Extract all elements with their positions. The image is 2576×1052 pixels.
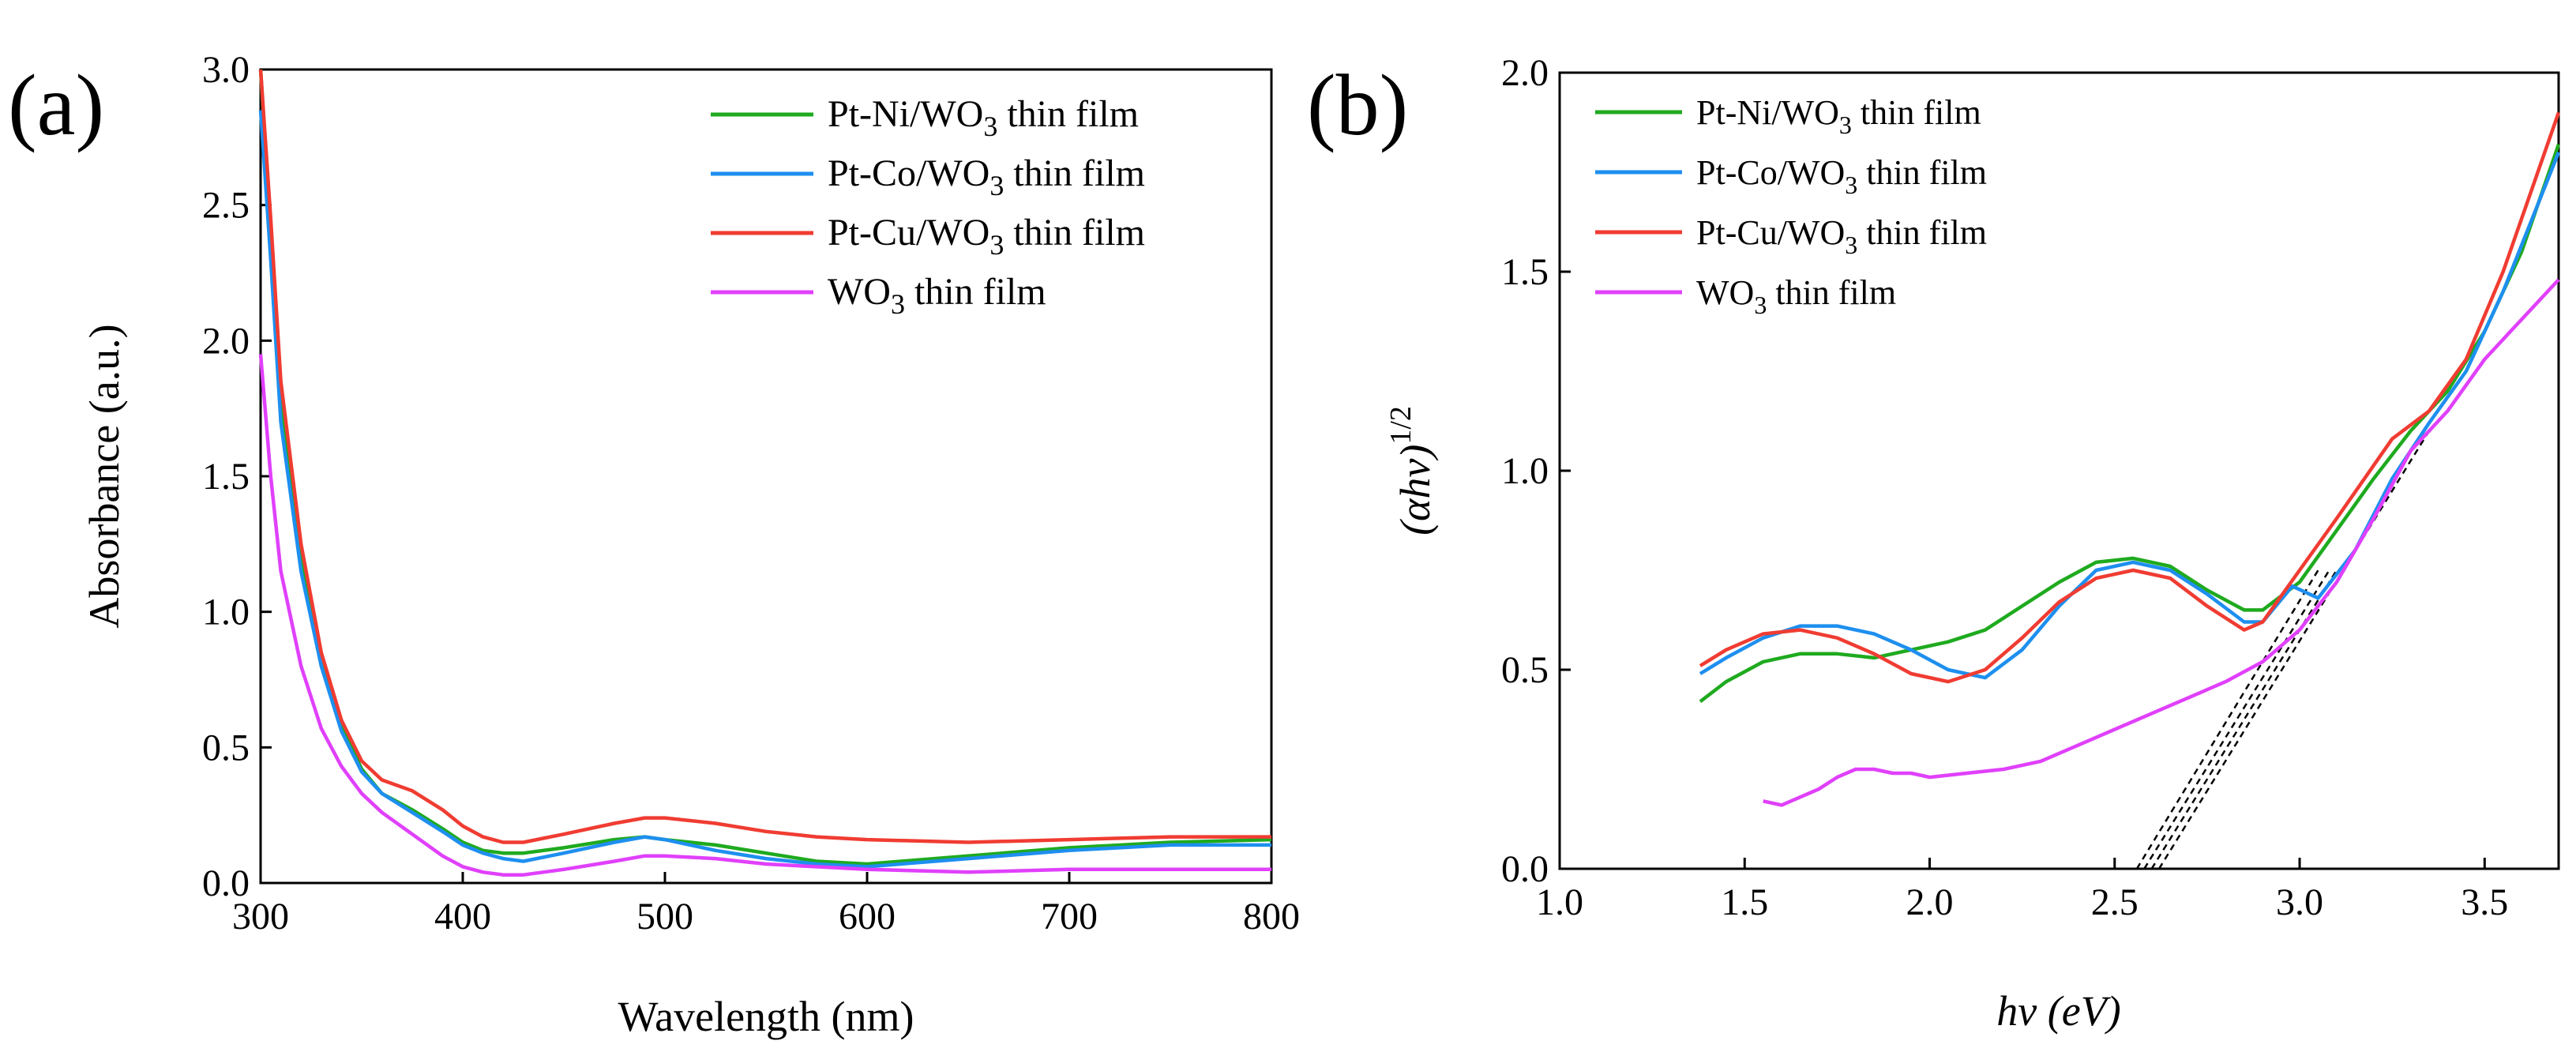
panel-a: (a) 300 400 500 600 700 800 0.0 0.5 1.0 1.5 2.0 2.5… [8,49,1300,1040]
x-tick-label: 300 [232,896,289,937]
x-tick-label: 1.0 [1536,881,1583,923]
panel-a-ticks: 300 400 500 600 700 800 0.0 0.5 1.0 1.5 2.0 2.5 3.0 [202,49,1300,937]
legend-entry-sub: 3 [989,229,1004,261]
y-tick-label: 2.5 [202,185,250,227]
tangent-line [2135,569,2319,870]
y-tick-label: 2.0 [1501,52,1549,94]
legend-entry-sub: 3 [891,288,905,320]
legend-entry: WO3 thin film [828,271,1046,320]
legend-entry-tail: thin film [1857,153,1987,192]
series-line [1763,278,2560,807]
y-tick-label: 1.0 [202,592,250,633]
legend-entry-base: WO [1696,273,1754,312]
y-tick-label: 1.5 [1501,251,1549,293]
legend-entry-base: WO [828,271,891,313]
panel-b-label: (b) [1307,57,1408,153]
panel-b-ylabel-main: (αhν) [1391,445,1439,535]
legend-entry-sub: 3 [989,170,1004,201]
panel-b-xlabel: hν (eV) [1996,987,2120,1035]
y-tick-label: 0.5 [1501,649,1549,691]
tangent-line [2150,569,2338,870]
series-line [1699,151,2561,680]
y-tick-label: 0.0 [202,862,250,904]
legend-entry: Pt-Cu/WO3 thin film [1696,213,1987,259]
x-tick-label: 500 [636,896,693,937]
legend-entry-base: Pt-Co/WO [828,152,989,194]
x-tick-label: 2.5 [2091,881,2139,923]
legend-entry-tail: thin film [1852,93,1981,132]
legend-entry-base: Pt-Cu/WO [1696,213,1845,252]
x-tick-label: 800 [1243,896,1300,937]
legend-entry-sub: 3 [1845,171,1857,199]
legend-entry-sub: 3 [983,111,997,142]
panel-b-ylabel-sup: 1/2 [1384,406,1418,445]
series-line [1699,111,2561,684]
x-tick-label: 1.5 [1721,881,1768,923]
y-tick-label: 0.0 [1501,848,1549,890]
legend-entry-tail: thin film [1004,212,1145,254]
legend-entry: Pt-Cu/WO3 thin film [828,212,1145,261]
tangent-line [2157,430,2431,870]
series-line [1699,143,2561,704]
legend-entry-sub: 3 [1845,231,1857,259]
legend-entry-tail: thin film [997,93,1139,135]
legend-entry: Pt-Ni/WO3 thin film [1696,93,1981,139]
y-tick-label: 1.5 [202,456,250,498]
legend-entry: Pt-Ni/WO3 thin film [828,93,1139,142]
x-tick-label: 400 [434,896,491,937]
panel-b: (b) 1.0 1.5 2.0 2.5 3.0 3.5 0.0 0.5 1.0 1.5 2.0 Pt… [1307,52,2561,1035]
panel-a-series [258,69,1272,877]
x-tick-label: 3.5 [2461,881,2508,923]
y-tick-label: 0.5 [202,727,250,768]
y-tick-label: 3.0 [202,49,250,91]
panel-b-frame [1558,71,2560,870]
panel-b-series [1699,111,2561,807]
panel-a-ylabel: Absorbance (a.u.) [81,324,128,628]
tangent-line [2143,569,2330,870]
x-tick-label: 700 [1041,896,1098,937]
series-line [258,110,1271,869]
series-line [258,354,1271,877]
legend-entry: Pt-Co/WO3 thin film [828,152,1145,201]
series-line [258,69,1271,844]
y-tick-label: 2.0 [202,320,250,362]
legend-entry-tail: thin film [905,271,1046,313]
legend-entry-tail: thin film [1004,152,1145,194]
legend-entry-base: Pt-Ni/WO [1696,93,1839,132]
panel-b-ylabel: (αhν)1/2 [1384,406,1439,535]
legend-entry: WO3 thin film [1696,273,1896,319]
x-tick-label: 600 [839,896,896,937]
y-tick-label: 1.0 [1501,450,1549,492]
panel-a-label: (a) [8,57,104,153]
panel-a-xlabel: Wavelength (nm) [618,993,914,1040]
legend-entry-tail: thin film [1767,273,1896,312]
legend-entry: Pt-Co/WO3 thin film [1696,153,1987,199]
x-tick-label: 2.0 [1906,881,1954,923]
legend-entry-base: Pt-Ni/WO [828,93,983,135]
legend-entry-base: Pt-Co/WO [1696,153,1845,192]
legend-entry-sub: 3 [1754,291,1767,319]
legend-entry-sub: 3 [1839,111,1852,139]
legend-entry-tail: thin film [1857,213,1987,252]
panel-b-ticks: 1.0 1.5 2.0 2.5 3.0 3.5 0.0 0.5 1.0 1.5 2.0 [1501,52,2508,923]
x-tick-label: 3.0 [2276,881,2323,923]
legend-entry-base: Pt-Cu/WO [828,212,989,254]
